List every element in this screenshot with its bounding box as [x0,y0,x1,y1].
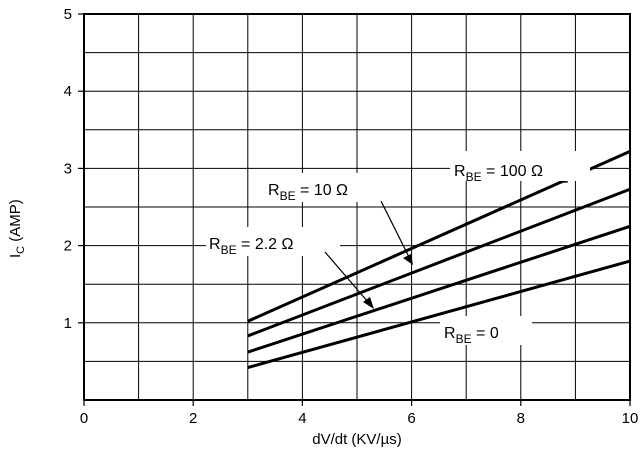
label-rbe-100-main: R [454,163,466,180]
y-tick-label: 4 [64,83,72,100]
x-tick-label: 10 [622,410,639,427]
label-rbe-100-value: = 100 Ω [482,163,543,180]
leader-rbe-10 [380,200,411,260]
label-rbe-10: RBE = 10 Ω [268,182,348,203]
plot-frame [83,13,631,401]
series-line-rbe-2-2 [247,224,631,354]
label-rbe-10-sub: BE [280,189,296,203]
grid [84,14,630,400]
label-bg-rbe-10 [265,173,393,202]
x-tick-label: 2 [189,410,197,427]
label-rbe-10-value: = 10 Ω [296,182,348,199]
label-rbe-0-sub: BE [456,332,472,346]
y-axis-ticks: 1 2 3 4 5 [64,6,84,332]
y-axis-title-sub: C [15,246,27,254]
label-bg-rbe-0 [440,316,532,345]
label-rbe-2-2-sub: BE [221,243,237,257]
label-rbe-2-2-value: = 2.2 Ω [237,236,294,253]
x-axis-ticks: 0 2 4 6 8 10 [80,400,639,427]
label-rbe-0-value: = 0 [472,325,499,342]
y-tick-label: 1 [64,315,72,332]
leader-rbe-2-2 [324,251,369,303]
label-rbe-0-main: R [444,325,456,342]
x-tick-label: 0 [80,410,88,427]
x-tick-label: 8 [517,410,525,427]
arrowhead-rbe-2-2-icon [363,297,374,309]
arrowhead-rbe-10-icon [403,254,413,265]
series-line-rbe-10 [247,187,631,338]
label-rbe-10-main: R [268,182,280,199]
label-rbe-100: RBE = 100 Ω [454,163,543,184]
label-rbe-2-2-main: R [209,236,221,253]
label-rbe-100-sub: BE [466,170,482,184]
y-tick-label: 3 [64,160,72,177]
label-rbe-2-2: RBE = 2.2 Ω [209,236,294,257]
label-bg-rbe-100 [450,151,590,181]
y-tick-label: 5 [64,6,72,23]
label-bg-rbe-2-2 [206,227,340,256]
y-tick-label: 2 [64,238,72,255]
label-rbe-0: RBE = 0 [444,325,499,346]
x-tick-label: 4 [298,410,306,427]
y-axis-title-main: I [7,254,24,258]
y-axis-title: IC (AMP) [7,199,27,258]
y-axis-title-unit: (AMP) [7,199,24,246]
x-axis-title: dV/dt (KV/µs) [312,431,402,448]
series-line-rbe-0 [247,259,631,370]
x-tick-label: 6 [407,410,415,427]
